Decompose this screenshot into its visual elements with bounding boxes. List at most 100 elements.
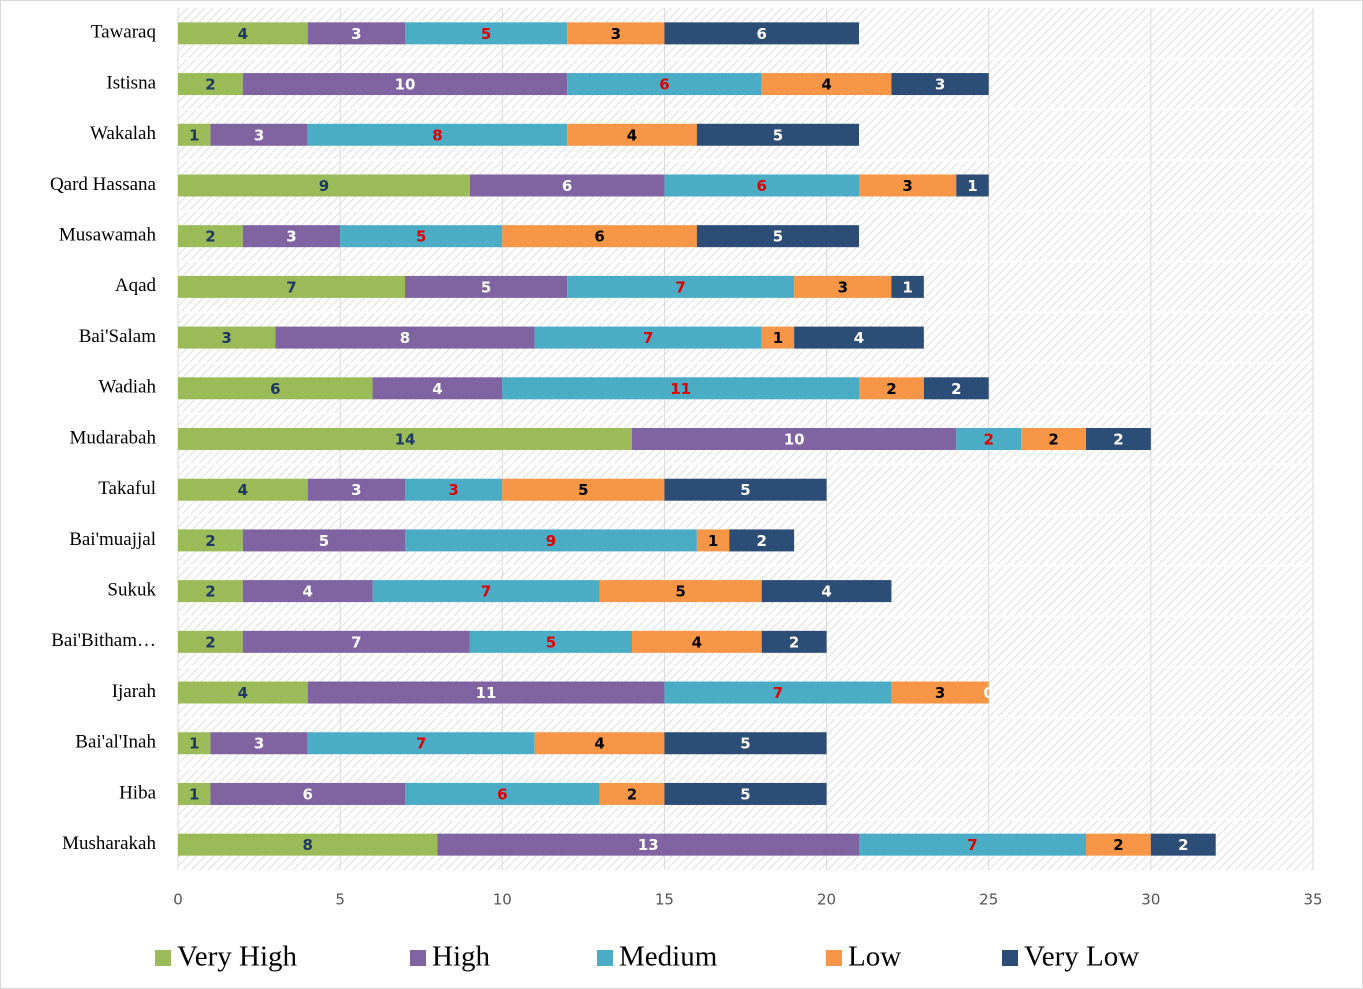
data-label: 4 — [821, 583, 831, 601]
data-label: 6 — [302, 785, 312, 803]
bar-segment — [405, 529, 697, 552]
bar-segment — [859, 833, 1086, 856]
x-tick-label: 10 — [493, 891, 512, 909]
bar-segment — [178, 22, 308, 45]
x-tick-label: 5 — [335, 891, 345, 909]
x-tick-label: 15 — [655, 891, 674, 909]
data-label: 2 — [789, 633, 799, 651]
data-label: 3 — [935, 684, 945, 702]
bar-segment — [567, 22, 665, 45]
bar-segment — [307, 22, 405, 45]
data-label: 6 — [756, 177, 766, 195]
bar-segment — [567, 123, 697, 146]
data-label: 1 — [189, 126, 199, 144]
bar-segment — [664, 478, 827, 501]
data-label: 2 — [756, 532, 766, 550]
data-label: 5 — [740, 735, 750, 753]
data-label: 2 — [627, 785, 637, 803]
data-label: 7 — [967, 836, 977, 854]
data-label: 5 — [740, 785, 750, 803]
data-label: 2 — [205, 532, 215, 550]
bar-segment — [664, 732, 827, 755]
bar-segment — [178, 174, 470, 197]
data-label: 3 — [221, 329, 231, 347]
y-tick-label: Musharakah — [62, 833, 156, 854]
data-label: 1 — [189, 735, 199, 753]
data-label: 5 — [578, 481, 588, 499]
bar-segment — [502, 377, 859, 400]
legend-label: Very Low — [1024, 941, 1139, 973]
bar-segment — [340, 225, 503, 248]
bar-segment — [178, 225, 243, 248]
data-label: 9 — [319, 177, 329, 195]
data-label: 11 — [670, 380, 691, 398]
bar-segment — [632, 630, 762, 653]
data-label: 6 — [594, 228, 604, 246]
data-label: 2 — [1113, 836, 1123, 854]
data-label: 4 — [692, 633, 702, 651]
data-label: 6 — [497, 785, 507, 803]
data-label: 8 — [302, 836, 312, 854]
bar-segment — [534, 326, 762, 349]
y-tick-label: Wakalah — [90, 123, 156, 144]
data-label: 5 — [416, 228, 426, 246]
data-label: 3 — [935, 76, 945, 94]
data-label: 3 — [254, 735, 264, 753]
bar-segment — [307, 732, 535, 755]
bar-segment — [761, 326, 795, 349]
data-label: 7 — [773, 684, 783, 702]
data-label: 2 — [1048, 431, 1058, 449]
bar-segment — [178, 478, 308, 501]
y-tick-label: Ijarah — [112, 681, 157, 702]
legend-label: High — [432, 941, 491, 973]
x-tick-label: 0 — [173, 891, 183, 909]
data-label: 3 — [254, 126, 264, 144]
bar-segment — [178, 73, 243, 96]
bar-segment — [307, 478, 405, 501]
bar-segment — [405, 478, 503, 501]
data-label: 7 — [286, 278, 296, 296]
data-label: 5 — [319, 532, 329, 550]
data-label: 2 — [951, 380, 961, 398]
bar-segment — [210, 782, 405, 805]
legend-swatch — [155, 950, 171, 966]
data-label: 1 — [967, 177, 977, 195]
data-label: 2 — [205, 583, 215, 601]
legend-swatch — [826, 950, 842, 966]
data-label: 3 — [351, 481, 361, 499]
bar-segment — [696, 225, 859, 248]
y-tick-label: Hiba — [119, 782, 157, 803]
bar-segment — [178, 428, 632, 450]
bar-segment — [469, 174, 665, 197]
data-label: 2 — [205, 228, 215, 246]
bar-segment — [761, 73, 892, 96]
bar-segment — [956, 428, 1022, 450]
bar-segment — [372, 580, 600, 603]
data-label: 6 — [562, 177, 572, 195]
bar-segment — [534, 732, 665, 755]
bar-segment — [242, 225, 341, 248]
bar-segment — [178, 782, 211, 805]
data-label: 6 — [756, 25, 766, 43]
legend-label: Very High — [177, 941, 298, 973]
bar-segment — [794, 275, 892, 298]
legend-swatch — [597, 950, 613, 966]
y-tick-label: Musawamah — [59, 225, 157, 246]
data-label: 3 — [838, 278, 848, 296]
bar-segment — [178, 580, 243, 603]
bar-segment — [437, 833, 859, 856]
bar-segment — [178, 681, 308, 704]
y-tick-label: Aqad — [115, 275, 157, 296]
data-label: 4 — [238, 684, 248, 702]
data-label: 1 — [902, 278, 912, 296]
data-label: 5 — [675, 583, 685, 601]
bar-segment — [1086, 428, 1151, 450]
data-label: 4 — [594, 735, 604, 753]
bar-segment — [178, 326, 276, 349]
bar-segment — [1086, 833, 1151, 856]
data-label: 4 — [821, 76, 831, 94]
bar-segment — [405, 275, 568, 298]
bar-segment — [567, 73, 762, 96]
bar-segment — [242, 529, 405, 552]
